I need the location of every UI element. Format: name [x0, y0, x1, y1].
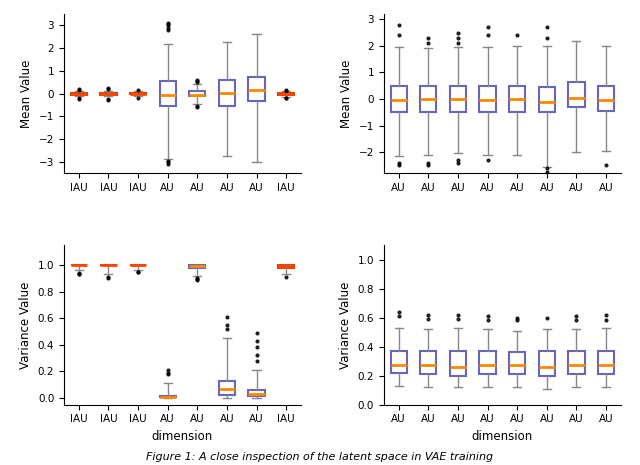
- PathPatch shape: [159, 81, 176, 106]
- PathPatch shape: [420, 351, 436, 374]
- PathPatch shape: [598, 86, 614, 111]
- Y-axis label: Mean Value: Mean Value: [20, 60, 33, 128]
- PathPatch shape: [509, 86, 525, 112]
- PathPatch shape: [509, 352, 525, 374]
- PathPatch shape: [219, 381, 235, 395]
- PathPatch shape: [70, 265, 87, 266]
- PathPatch shape: [100, 265, 116, 266]
- PathPatch shape: [189, 91, 205, 96]
- PathPatch shape: [130, 93, 146, 94]
- PathPatch shape: [568, 351, 584, 374]
- PathPatch shape: [100, 93, 116, 94]
- PathPatch shape: [390, 86, 407, 112]
- PathPatch shape: [219, 80, 235, 106]
- PathPatch shape: [390, 351, 407, 372]
- Y-axis label: Variance Value: Variance Value: [19, 281, 32, 369]
- PathPatch shape: [450, 86, 466, 112]
- PathPatch shape: [479, 351, 495, 374]
- X-axis label: dimension: dimension: [152, 430, 213, 443]
- PathPatch shape: [248, 77, 265, 101]
- PathPatch shape: [479, 86, 495, 112]
- PathPatch shape: [598, 351, 614, 374]
- PathPatch shape: [248, 390, 265, 396]
- Y-axis label: Variance Value: Variance Value: [339, 281, 352, 369]
- PathPatch shape: [450, 351, 466, 376]
- PathPatch shape: [278, 265, 294, 268]
- PathPatch shape: [568, 82, 584, 107]
- PathPatch shape: [159, 396, 176, 398]
- PathPatch shape: [539, 351, 555, 376]
- PathPatch shape: [189, 265, 205, 268]
- PathPatch shape: [539, 87, 555, 112]
- PathPatch shape: [278, 93, 294, 95]
- PathPatch shape: [70, 93, 87, 94]
- X-axis label: dimension: dimension: [472, 430, 533, 443]
- Text: Figure 1: A close inspection of the latent space in VAE training: Figure 1: A close inspection of the late…: [147, 452, 493, 462]
- PathPatch shape: [420, 86, 436, 112]
- Y-axis label: Mean Value: Mean Value: [340, 60, 353, 128]
